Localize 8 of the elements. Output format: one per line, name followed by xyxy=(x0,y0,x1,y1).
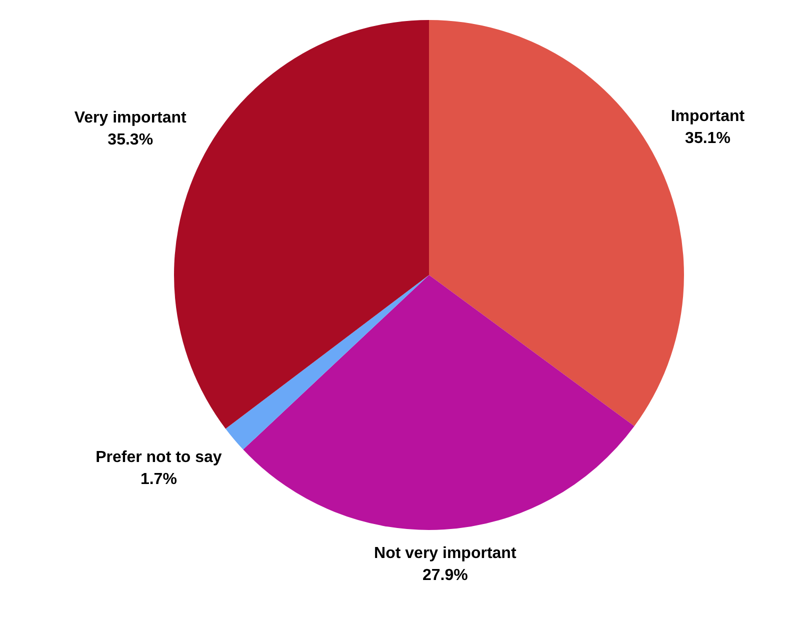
slice-label: Not very important xyxy=(374,544,517,562)
data-label: 35.3% xyxy=(108,132,154,149)
slice-label: Important xyxy=(670,108,746,126)
slice-label: Prefer not to say xyxy=(96,449,222,466)
data-label: 27.9% xyxy=(422,566,468,584)
data-label: 35.1% xyxy=(685,130,730,148)
slice-label: Very important xyxy=(74,110,188,127)
data-label: 1.7% xyxy=(140,471,177,488)
